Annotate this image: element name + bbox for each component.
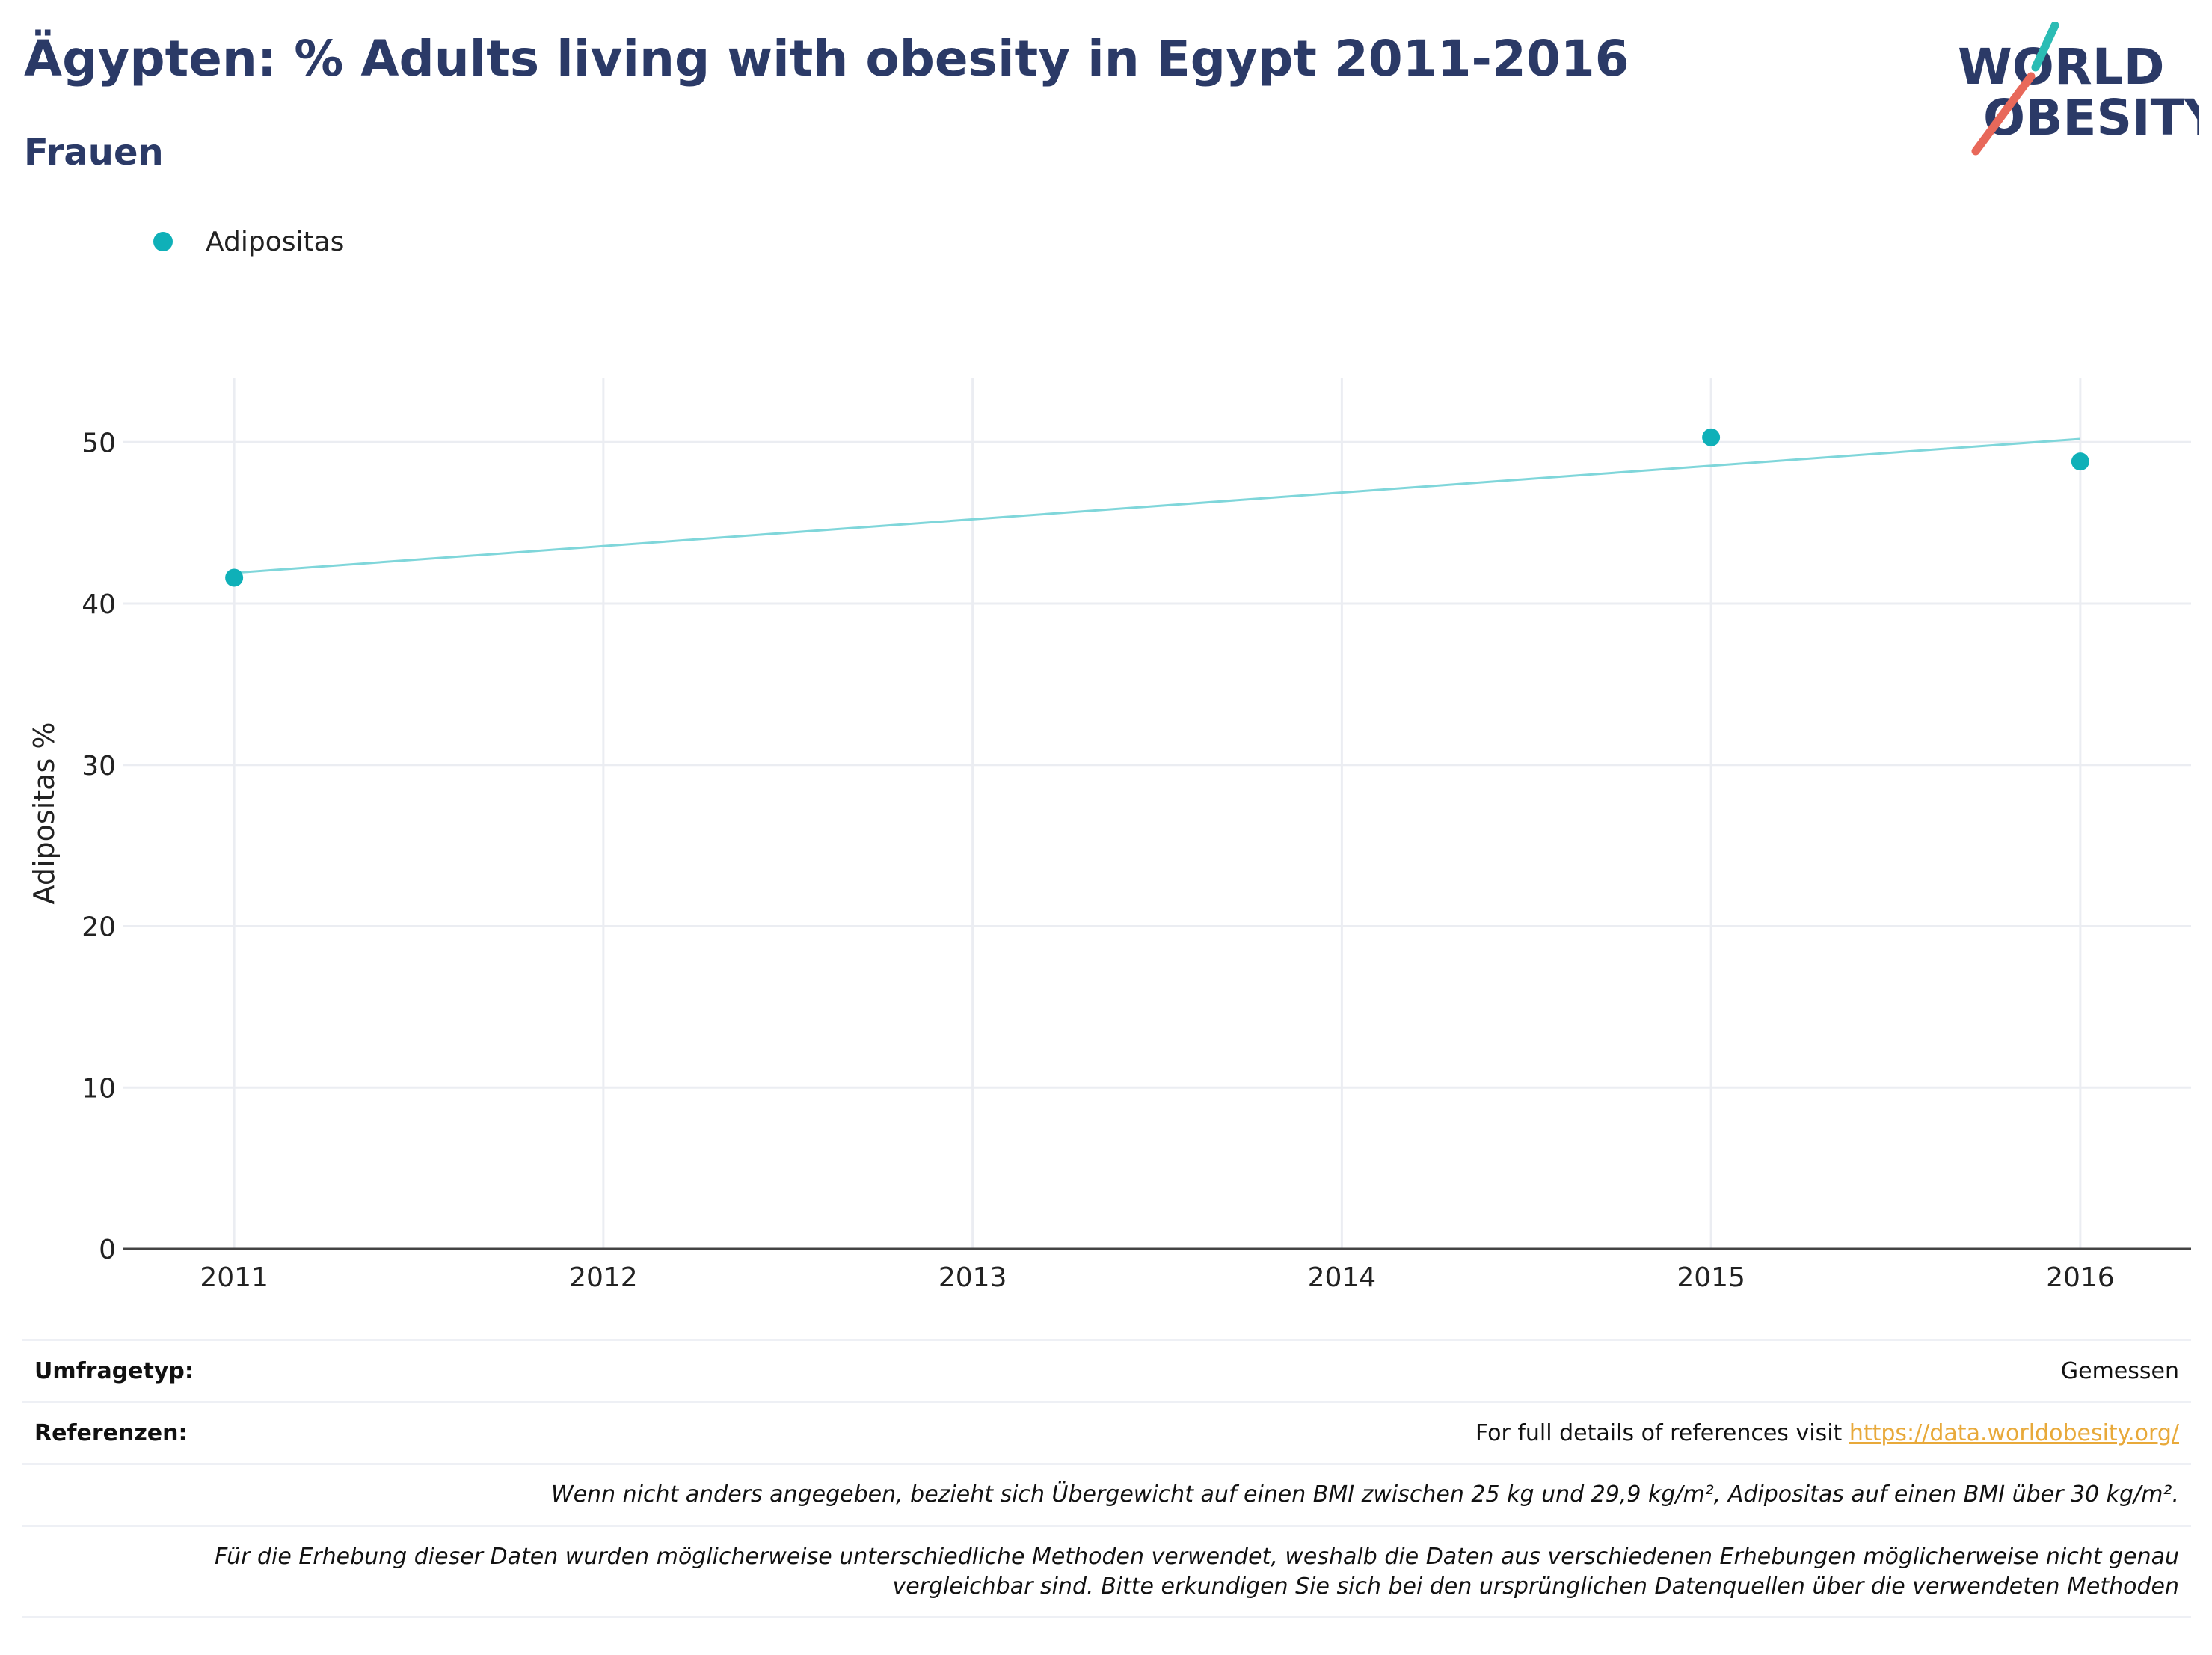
- methods-note-row: Für die Erhebung dieser Daten wurden mög…: [22, 1525, 2191, 1618]
- svg-text:WORLD: WORLD: [1958, 38, 2165, 96]
- chart-title: Ägypten: % Adults living with obesity in…: [24, 30, 1629, 87]
- references-text: For full details of references visit: [1475, 1419, 1849, 1446]
- legend-label: Adipositas: [206, 226, 345, 257]
- methods-note-line-1: Für die Erhebung dieser Daten wurden mög…: [215, 1543, 2179, 1570]
- y-tick-label: 30: [82, 751, 116, 782]
- y-tick-label: 0: [99, 1235, 116, 1265]
- x-tick-label: 2016: [2046, 1262, 2115, 1293]
- methods-note-line-2: vergleichbar sind. Bitte erkundigen Sie …: [892, 1573, 2179, 1600]
- chart-footer: Umfragetyp: Gemessen Referenzen: For ful…: [22, 1339, 2191, 1618]
- references-row: Referenzen: For full details of referenc…: [22, 1401, 2191, 1463]
- world-obesity-logo: WORLD OBESITY: [1958, 22, 2199, 156]
- survey-type-label: Umfragetyp:: [34, 1357, 194, 1384]
- y-tick-label: 20: [82, 912, 116, 943]
- y-axis-title: Adipositas %: [28, 722, 61, 905]
- methods-note: Für die Erhebung dieser Daten wurden mög…: [34, 1542, 2179, 1602]
- trend-line: [234, 437, 2080, 574]
- y-tick-label: 10: [82, 1073, 116, 1104]
- data-point: [2071, 452, 2089, 471]
- definition-note-row: Wenn nicht anders angegeben, bezieht sic…: [22, 1463, 2191, 1525]
- x-tick-label: 2015: [1677, 1262, 1745, 1293]
- data-point: [1702, 428, 1721, 446]
- x-tick-label: 2013: [938, 1262, 1007, 1293]
- legend-marker: [153, 232, 173, 251]
- references-value: For full details of references visit htt…: [1475, 1420, 2179, 1446]
- chart-legend: Adipositas: [153, 223, 344, 260]
- x-tick-label: 2012: [569, 1262, 638, 1293]
- survey-type-value: Gemessen: [2060, 1357, 2179, 1384]
- data-point: [225, 568, 244, 587]
- y-tick-label: 40: [82, 589, 116, 620]
- x-tick-label: 2014: [1308, 1262, 1377, 1293]
- chart-plot: 2011 2012 2013 2014 2015 2016 0 10 20 30 40 50 Adipo…: [28, 378, 2191, 1293]
- references-link[interactable]: https://data.worldobesity.org/: [1849, 1419, 2179, 1446]
- x-tick-label: 2011: [200, 1262, 268, 1293]
- chart-subtitle: Frauen: [24, 132, 164, 174]
- references-label: Referenzen:: [34, 1419, 188, 1446]
- survey-type-row: Umfragetyp: Gemessen: [22, 1339, 2191, 1401]
- y-tick-label: 50: [82, 428, 116, 458]
- definition-note: Wenn nicht anders angegeben, bezieht sic…: [550, 1481, 2179, 1508]
